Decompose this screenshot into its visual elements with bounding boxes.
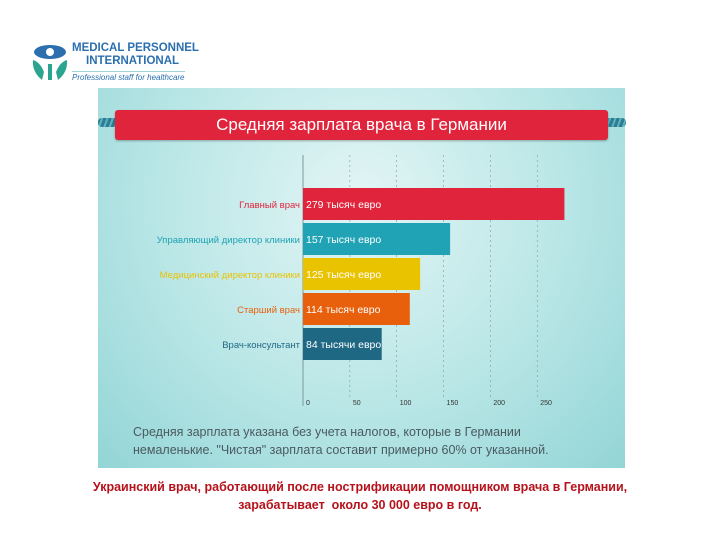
caption-line1: Средняя зарплата указана без учета налог… (133, 425, 521, 439)
x-tick-label: 150 (447, 400, 459, 407)
bar-data-label: 125 тысяч евро (306, 269, 381, 281)
category-label: Старший врач (237, 305, 300, 316)
category-label: Врач-консультант (222, 340, 300, 351)
x-tick-label: 100 (400, 400, 412, 407)
footer-note: Украинский врач, работающий после ностри… (0, 478, 720, 514)
x-tick-label: 50 (353, 400, 361, 407)
footer-line1: Украинский врач, работающий после ностри… (92, 480, 628, 494)
bar (303, 328, 382, 360)
footer-line2-pre: зарабатывает около (238, 498, 372, 512)
bar-data-label: 157 тысяч евро (306, 234, 381, 246)
bar (303, 223, 451, 255)
x-tick-label: 250 (540, 400, 552, 407)
bar-data-label: 114 тысяч евро (306, 304, 381, 316)
logo-emblem-icon (32, 45, 68, 80)
category-label: Управляющий директор клиники (157, 235, 300, 246)
category-label: Медицинский директор клиники (160, 270, 300, 281)
rope-right (606, 118, 626, 127)
rope-left (98, 118, 118, 127)
x-tick-label: 200 (493, 400, 505, 407)
footer-line2-post: евро в год. (409, 498, 482, 512)
footer-amount: 30 000 (371, 498, 410, 512)
bar (303, 188, 565, 220)
company-logo: MEDICAL PERSONNEL INTERNATIONAL Professi… (30, 40, 200, 85)
chart-title: Средняя зарплата врача в Германии (115, 110, 608, 140)
logo-tagline: Professional staff for healthcare (72, 71, 185, 82)
bar (303, 258, 421, 290)
bar-data-label: 84 тысячи евро (306, 339, 381, 351)
category-label: Главный врач (239, 200, 300, 211)
bar (303, 293, 410, 325)
bar-data-label: 279 тысяч евро (306, 199, 381, 211)
footer-line2: зарабатывает около 30 000 евро в год. (0, 496, 720, 514)
bar-chart: 0 50 100 150 200 250 279 тысяч евро Главный вра… (157, 155, 565, 407)
x-tick-label: 0 (306, 400, 310, 407)
chart-caption: Средняя зарплата указана без учета налог… (133, 423, 549, 459)
caption-line2: немаленькие. "Чистая" зарплата составит … (133, 443, 549, 457)
logo-text-line1: MEDICAL PERSONNEL (72, 42, 199, 54)
logo-text-line2: INTERNATIONAL (86, 55, 180, 67)
